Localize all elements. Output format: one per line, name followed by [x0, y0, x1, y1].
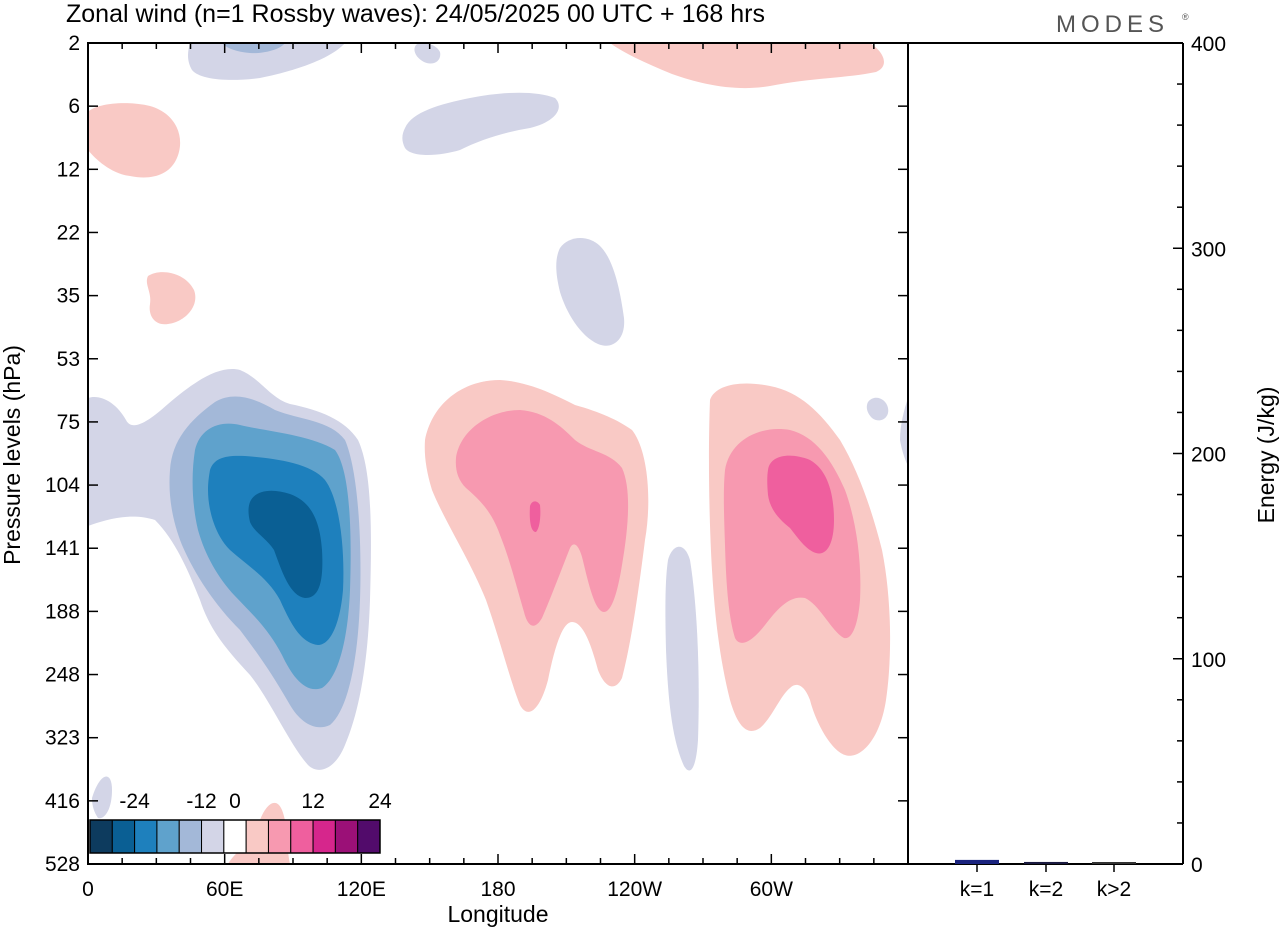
energy-tick-label: 200 [1191, 444, 1226, 467]
contour-neg-4-right-small [866, 397, 889, 421]
colorbar-swatch [334, 819, 359, 854]
contour-pos-8-dateline [455, 410, 629, 626]
colorbar-swatch [312, 819, 336, 854]
colorbar-swatch [134, 819, 158, 854]
colorbar-frame [89, 819, 381, 854]
energy-y-ticks: 0 100 200 300 400 [1173, 33, 1226, 877]
colorbar-swatch [156, 819, 180, 854]
energy-bar [1024, 861, 1068, 864]
y-tick-label: 188 [45, 600, 80, 623]
brand-logo: MODES ® [1056, 11, 1189, 38]
energy-category-label: k=2 [1029, 878, 1063, 901]
y-tick-label: 141 [45, 537, 80, 560]
y-tick-label: 35 [57, 285, 80, 308]
x-axis-label: Longitude [447, 901, 548, 927]
y-tick-label: 53 [57, 348, 80, 371]
y-tick-label: 323 [45, 727, 80, 750]
contour-pos-12-dateline [529, 501, 541, 532]
colorbar-tick-label: 0 [229, 790, 241, 813]
colorbar-swatch [178, 819, 203, 854]
contour-pos-4-upper-left [88, 103, 181, 178]
x-tick-label: 120W [607, 878, 662, 901]
y-tick-label: 12 [57, 158, 80, 181]
x-tick-label: 120E [337, 878, 386, 901]
y-axis-label: Pressure levels (hPa) [0, 345, 25, 565]
y-tick-label: 528 [45, 853, 80, 876]
energy-category-label: k=1 [960, 878, 994, 901]
contour-neg-4-strat-mid [556, 237, 625, 346]
energy-tick-label: 300 [1191, 238, 1226, 261]
colorbar-swatch [111, 819, 136, 854]
y-tick-label: 75 [57, 411, 80, 434]
colorbar-swatch [267, 819, 292, 854]
contour-neg-4-upper-mid [402, 92, 559, 155]
brand-name: MODES [1056, 11, 1169, 38]
y-tick-label: 104 [45, 474, 80, 497]
contour-neg-4-blob-top-mid [414, 43, 441, 64]
chart-title: Zonal wind (n=1 Rossby waves): 24/05/202… [66, 0, 765, 28]
x-tick-label: 180 [480, 878, 515, 901]
contour-neg-20-main [248, 490, 323, 598]
energy-category-label: k>2 [1097, 878, 1131, 901]
y-tick-label: 248 [45, 664, 80, 687]
colorbar-swatch [290, 819, 314, 854]
colorbar-legend: -24 -12 0 12 24 [89, 790, 392, 854]
energy-tick-label: 400 [1191, 33, 1226, 56]
colorbar-swatch [89, 819, 113, 854]
colorbar-tick-label: 24 [368, 790, 392, 813]
energy-panel: 0 100 200 300 400 k=1 k=2 k>2 Energy (J/kg) [908, 33, 1279, 901]
energy-y-axis-label: Energy (J/kg) [1253, 387, 1279, 524]
x-tick-label: 0 [82, 878, 94, 901]
colorbar-swatch [357, 819, 381, 854]
contour-panel: 0 60E 120E 180 120W 60W 2 6 12 22 35 53 75 104 141 188… [0, 32, 909, 927]
colorbar-tick-label: 12 [301, 790, 324, 813]
y-tick-label: 416 [45, 790, 80, 813]
energy-bar [955, 859, 999, 864]
y-axis: 2 6 12 22 35 53 75 104 141 188 248 323 416 528 [45, 32, 908, 876]
contour-pos-4-strat-left [146, 272, 196, 325]
energy-tick-label: 100 [1191, 649, 1226, 672]
x-tick-label: 60W [750, 878, 793, 901]
contour-pos-12-60w [767, 455, 834, 554]
contour-neg-4-column [665, 546, 699, 771]
colorbar-tick-label: -12 [186, 790, 216, 813]
x-axis: 0 60E 120E 180 120W 60W [82, 43, 909, 901]
y-tick-label: 22 [57, 221, 80, 244]
energy-bar [1092, 862, 1136, 864]
y-tick-label: 2 [68, 32, 80, 55]
y-tick-label: 6 [68, 95, 80, 118]
brand-registered-mark: ® [1182, 12, 1189, 22]
colorbar-swatch [223, 819, 247, 854]
contour-neg-4-right-edge [900, 398, 908, 466]
colorbar-tick-label: -24 [119, 790, 150, 813]
x-tick-label: 60E [206, 878, 243, 901]
contour-pos-4-top-right [610, 43, 884, 89]
colorbar-swatch [201, 819, 225, 854]
contour-neg-8-top [222, 43, 285, 54]
contour-neg-4-bottom-left [92, 776, 112, 819]
energy-tick-label: 0 [1191, 854, 1203, 877]
contour-field [88, 43, 908, 864]
energy-bars: k=1 k=2 k>2 [955, 859, 1136, 901]
colorbar-swatch [245, 819, 269, 854]
contour-neg-4-top [188, 43, 345, 80]
